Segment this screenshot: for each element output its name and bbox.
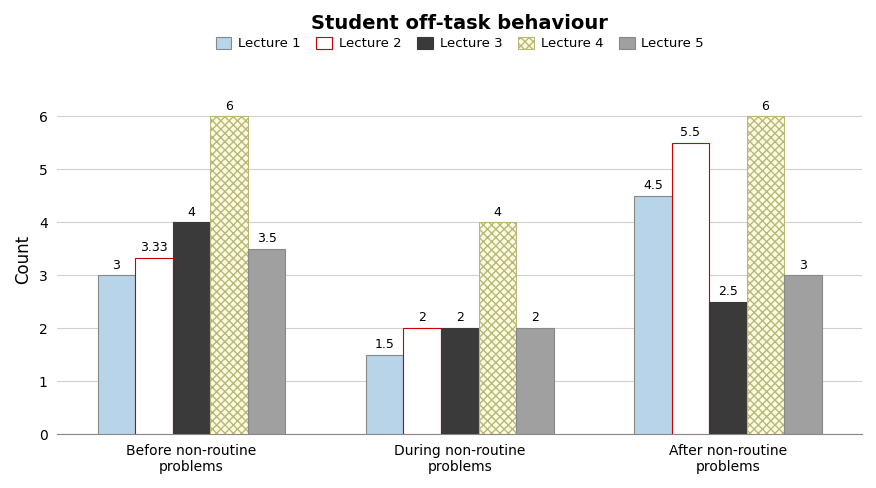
Text: 3.5: 3.5 bbox=[257, 232, 277, 245]
Bar bbox=[710, 302, 746, 434]
Bar bbox=[478, 222, 516, 434]
Bar bbox=[516, 328, 554, 434]
Text: 2: 2 bbox=[531, 311, 539, 325]
Bar bbox=[404, 328, 441, 434]
Bar bbox=[784, 275, 822, 434]
Text: 4: 4 bbox=[187, 205, 195, 219]
Text: 6: 6 bbox=[761, 100, 769, 113]
Text: 6: 6 bbox=[225, 100, 233, 113]
Text: 4.5: 4.5 bbox=[643, 179, 663, 192]
Bar bbox=[634, 196, 672, 434]
Text: 3: 3 bbox=[112, 259, 120, 271]
Bar bbox=[97, 275, 135, 434]
Bar bbox=[210, 116, 248, 434]
Bar bbox=[672, 142, 710, 434]
Title: Student off-task behaviour: Student off-task behaviour bbox=[311, 14, 608, 33]
Bar bbox=[248, 249, 286, 434]
Bar bbox=[441, 328, 478, 434]
Text: 3: 3 bbox=[799, 259, 807, 271]
Legend: Lecture 1, Lecture 2, Lecture 3, Lecture 4, Lecture 5: Lecture 1, Lecture 2, Lecture 3, Lecture… bbox=[210, 32, 710, 56]
Y-axis label: Count: Count bbox=[14, 235, 32, 284]
Text: 2.5: 2.5 bbox=[718, 285, 738, 298]
Text: 2: 2 bbox=[456, 311, 463, 325]
Bar bbox=[746, 116, 784, 434]
Bar bbox=[366, 355, 404, 434]
Text: 2: 2 bbox=[418, 311, 426, 325]
Text: 1.5: 1.5 bbox=[375, 338, 394, 351]
Text: 3.33: 3.33 bbox=[140, 241, 168, 254]
Text: 5.5: 5.5 bbox=[681, 126, 701, 139]
Text: 4: 4 bbox=[493, 205, 501, 219]
Bar bbox=[173, 222, 210, 434]
Bar bbox=[135, 258, 173, 434]
